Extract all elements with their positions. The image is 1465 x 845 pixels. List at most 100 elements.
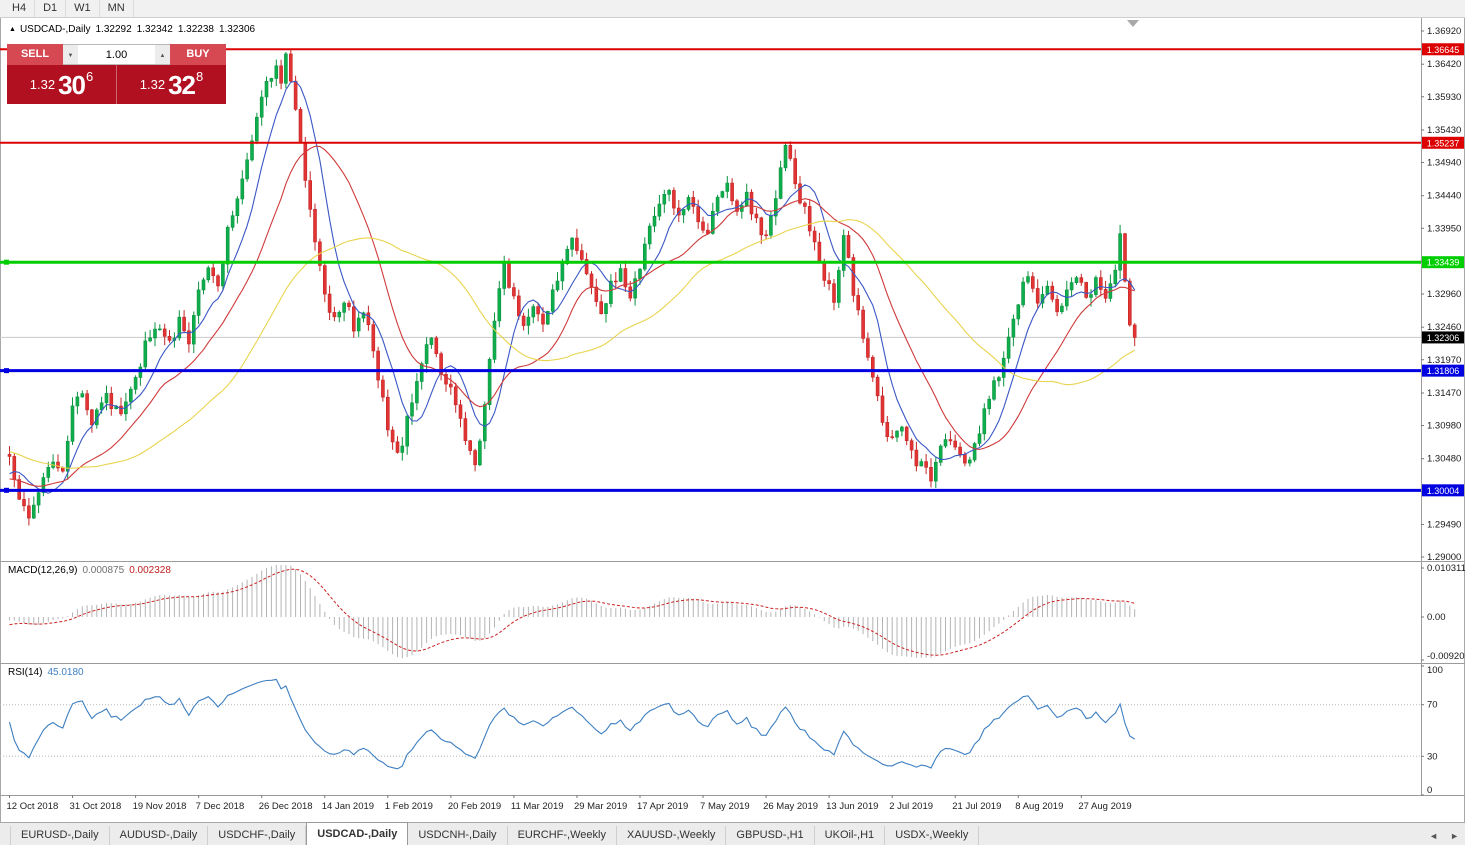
rsi-name: RSI(14) bbox=[8, 667, 43, 678]
macd-axis-label: 0.00 bbox=[1427, 612, 1446, 623]
date-axis-label: 14 Jan 2019 bbox=[322, 801, 374, 812]
timeframe-button-d1[interactable]: D1 bbox=[35, 0, 67, 17]
date-axis-label: 11 Mar 2019 bbox=[511, 801, 564, 812]
rsi-axis-label: 100 bbox=[1427, 665, 1443, 676]
date-axis-label: 17 Apr 2019 bbox=[637, 801, 688, 812]
volume-increase-button[interactable]: ▲ bbox=[155, 44, 170, 65]
price-tag bbox=[1422, 43, 1464, 56]
ohlc-close-value: 1.32306 bbox=[218, 24, 256, 35]
macd-histogram bbox=[9, 565, 1136, 659]
ohlc-open-value: 1.32292 bbox=[95, 24, 132, 35]
hline-handle[interactable] bbox=[4, 259, 9, 265]
macd-axis-label: -0.009203 bbox=[1427, 651, 1465, 662]
sell-price-point: 6 bbox=[86, 69, 94, 84]
rsi-line bbox=[8, 678, 1135, 770]
chart-area: 1.36920 1.36420 1.35930 1.35430 1.34940 1.344… bbox=[0, 18, 1465, 822]
bear-candle-bodies bbox=[7, 53, 1137, 519]
sell-price-main: 30 bbox=[58, 69, 86, 100]
macd-main-value: 0.000875 bbox=[82, 565, 125, 576]
date-axis-label: 21 Jul 2019 bbox=[952, 801, 1001, 812]
trade-panel-prices: 1.32 30 6 1.32 32 8 bbox=[7, 65, 226, 104]
price-tag-label: 1.36645 bbox=[1427, 45, 1460, 55]
date-axis-label: 26 May 2019 bbox=[763, 801, 818, 812]
price-axis-label: 1.31970 bbox=[1427, 355, 1461, 366]
chart-canvas[interactable]: 1.36920 1.36420 1.35930 1.35430 1.34940 1.344… bbox=[0, 18, 1465, 822]
price-axis-label: 1.32460 bbox=[1427, 322, 1461, 333]
date-axis-label: 29 Mar 2019 bbox=[574, 801, 627, 812]
rsi-value: 45.0180 bbox=[47, 667, 84, 678]
timeframe-toolbar: H4 D1 W1 MN bbox=[0, 0, 1465, 18]
macd-signal-value: 0.002328 bbox=[129, 565, 171, 576]
date-axis-label: 20 Feb 2019 bbox=[448, 801, 501, 812]
timeframe-button-w1[interactable]: W1 bbox=[66, 0, 100, 17]
buy-button[interactable]: BUY bbox=[170, 44, 226, 65]
price-tag bbox=[1422, 256, 1464, 269]
price-axis-label: 1.30480 bbox=[1427, 454, 1461, 465]
date-axis-label: 2 Jul 2019 bbox=[889, 801, 933, 812]
price-axis-label: 1.30980 bbox=[1427, 421, 1461, 432]
chart-tab-gbpusd-h1[interactable]: GBPUSD-,H1 bbox=[726, 826, 815, 845]
hline-handle[interactable] bbox=[4, 487, 9, 493]
date-axis-label: 31 Oct 2018 bbox=[70, 801, 122, 812]
chart-tab-usdcad-daily[interactable]: USDCAD-,Daily bbox=[306, 822, 409, 845]
timeframe-button-mn[interactable]: MN bbox=[100, 0, 134, 17]
price-axis-label: 1.34940 bbox=[1427, 158, 1461, 169]
moving-average-20 bbox=[9, 145, 1135, 487]
tab-scroll-left-button[interactable]: ◄ bbox=[1429, 831, 1439, 841]
ohlc-high-value: 1.32342 bbox=[136, 24, 173, 35]
chart-tab-usdchf-daily[interactable]: USDCHF-,Daily bbox=[208, 826, 307, 845]
date-axis-label: 12 Oct 2018 bbox=[7, 801, 59, 812]
price-tag-label: 1.32306 bbox=[1427, 333, 1460, 343]
date-axis-label: 1 Feb 2019 bbox=[385, 801, 433, 812]
chart-tab-eurchf-weekly[interactable]: EURCHF-,Weekly bbox=[508, 826, 617, 845]
volume-decrease-button[interactable]: ▼ bbox=[63, 44, 78, 65]
date-axis-label: 7 Dec 2018 bbox=[196, 801, 245, 812]
chart-tab-usdcnh-daily[interactable]: USDCNH-,Daily bbox=[408, 826, 508, 845]
volume-input[interactable]: 1.00 bbox=[78, 44, 155, 65]
date-axis-label: 19 Nov 2018 bbox=[133, 801, 187, 812]
price-tag-label: 1.35237 bbox=[1427, 138, 1460, 148]
rsi-axis-label: 0 bbox=[1427, 785, 1432, 796]
buy-price-display[interactable]: 1.32 32 8 bbox=[116, 65, 226, 104]
chart-tab-eurusd-daily[interactable]: EURUSD-,Daily bbox=[10, 826, 110, 845]
macd-axis-label: 0.010311 bbox=[1427, 563, 1465, 574]
chart-tab-ukoil-h1[interactable]: UKOil-,H1 bbox=[815, 826, 886, 845]
macd-signal-line bbox=[9, 568, 1135, 656]
date-axis-label: 27 Aug 2019 bbox=[1078, 801, 1131, 812]
sell-price-prefix: 1.32 bbox=[29, 77, 56, 92]
sell-button[interactable]: SELL bbox=[7, 44, 63, 65]
timeframe-button-h4[interactable]: H4 bbox=[4, 0, 36, 17]
sell-price-display[interactable]: 1.32 30 6 bbox=[7, 65, 116, 104]
chart-tab-xauusd-weekly[interactable]: XAUUSD-,Weekly bbox=[617, 826, 727, 845]
buy-price-prefix: 1.32 bbox=[139, 77, 166, 92]
macd-indicator-label: MACD(12,26,9) 0.000875 0.002328 bbox=[8, 565, 171, 576]
bull-candle-bodies bbox=[31, 53, 1122, 519]
tab-scroll-controls: ◄ ► bbox=[1427, 831, 1461, 841]
rsi-axis-label: 70 bbox=[1427, 700, 1438, 711]
trade-panel-controls: SELL ▼ 1.00 ▲ BUY bbox=[7, 44, 226, 65]
price-axis-label: 1.33950 bbox=[1427, 223, 1461, 234]
ohlc-expand-icon[interactable]: ▲ bbox=[9, 26, 16, 33]
tab-scroll-right-button[interactable]: ► bbox=[1450, 831, 1459, 841]
bull-candle-wicks bbox=[33, 52, 1121, 519]
ohlc-low-value: 1.32238 bbox=[177, 24, 214, 35]
hline-handle[interactable] bbox=[4, 368, 9, 374]
price-axis-label: 1.32960 bbox=[1427, 289, 1461, 300]
rsi-indicator-label: RSI(14) 45.0180 bbox=[8, 667, 84, 678]
date-axis-label: 8 Aug 2019 bbox=[1015, 801, 1063, 812]
price-tag bbox=[1422, 484, 1464, 497]
price-axis-label: 1.35430 bbox=[1427, 125, 1461, 136]
rsi-axis-label: 30 bbox=[1427, 751, 1438, 762]
chart-tab-audusd-daily[interactable]: AUDUSD-,Daily bbox=[110, 826, 209, 845]
date-axis-label: 26 Dec 2018 bbox=[259, 801, 313, 812]
buy-price-point: 8 bbox=[196, 69, 204, 84]
price-tag-label: 1.30004 bbox=[1427, 486, 1460, 496]
chart-tabs: EURUSD-,Daily AUDUSD-,Daily USDCHF-,Daily U… bbox=[10, 822, 1465, 845]
price-axis-label: 1.36420 bbox=[1427, 59, 1461, 70]
chart-shift-marker[interactable] bbox=[1127, 20, 1139, 27]
date-axis-label: 13 Jun 2019 bbox=[826, 801, 878, 812]
price-axis-label: 1.31470 bbox=[1427, 388, 1461, 399]
chart-tab-usdx-weekly[interactable]: USDX-,Weekly bbox=[885, 826, 980, 845]
price-axis-label: 1.29000 bbox=[1427, 552, 1461, 563]
